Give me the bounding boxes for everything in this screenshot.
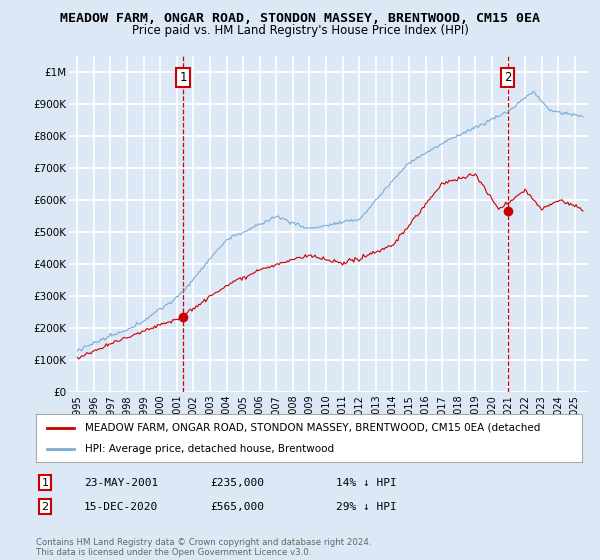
Text: £565,000: £565,000 [210, 502, 264, 512]
Text: 14% ↓ HPI: 14% ↓ HPI [336, 478, 397, 488]
Text: 15-DEC-2020: 15-DEC-2020 [84, 502, 158, 512]
Text: MEADOW FARM, ONGAR ROAD, STONDON MASSEY, BRENTWOOD, CM15 0EA: MEADOW FARM, ONGAR ROAD, STONDON MASSEY,… [60, 12, 540, 25]
Text: MEADOW FARM, ONGAR ROAD, STONDON MASSEY, BRENTWOOD, CM15 0EA (detached: MEADOW FARM, ONGAR ROAD, STONDON MASSEY,… [85, 423, 541, 433]
Text: Price paid vs. HM Land Registry's House Price Index (HPI): Price paid vs. HM Land Registry's House … [131, 24, 469, 36]
Text: 1: 1 [179, 71, 187, 85]
Text: 1: 1 [41, 478, 49, 488]
Text: £235,000: £235,000 [210, 478, 264, 488]
Text: HPI: Average price, detached house, Brentwood: HPI: Average price, detached house, Bren… [85, 444, 334, 454]
Text: 2: 2 [41, 502, 49, 512]
Text: 2: 2 [504, 71, 511, 85]
Text: 23-MAY-2001: 23-MAY-2001 [84, 478, 158, 488]
Text: Contains HM Land Registry data © Crown copyright and database right 2024.
This d: Contains HM Land Registry data © Crown c… [36, 538, 371, 557]
Text: 29% ↓ HPI: 29% ↓ HPI [336, 502, 397, 512]
